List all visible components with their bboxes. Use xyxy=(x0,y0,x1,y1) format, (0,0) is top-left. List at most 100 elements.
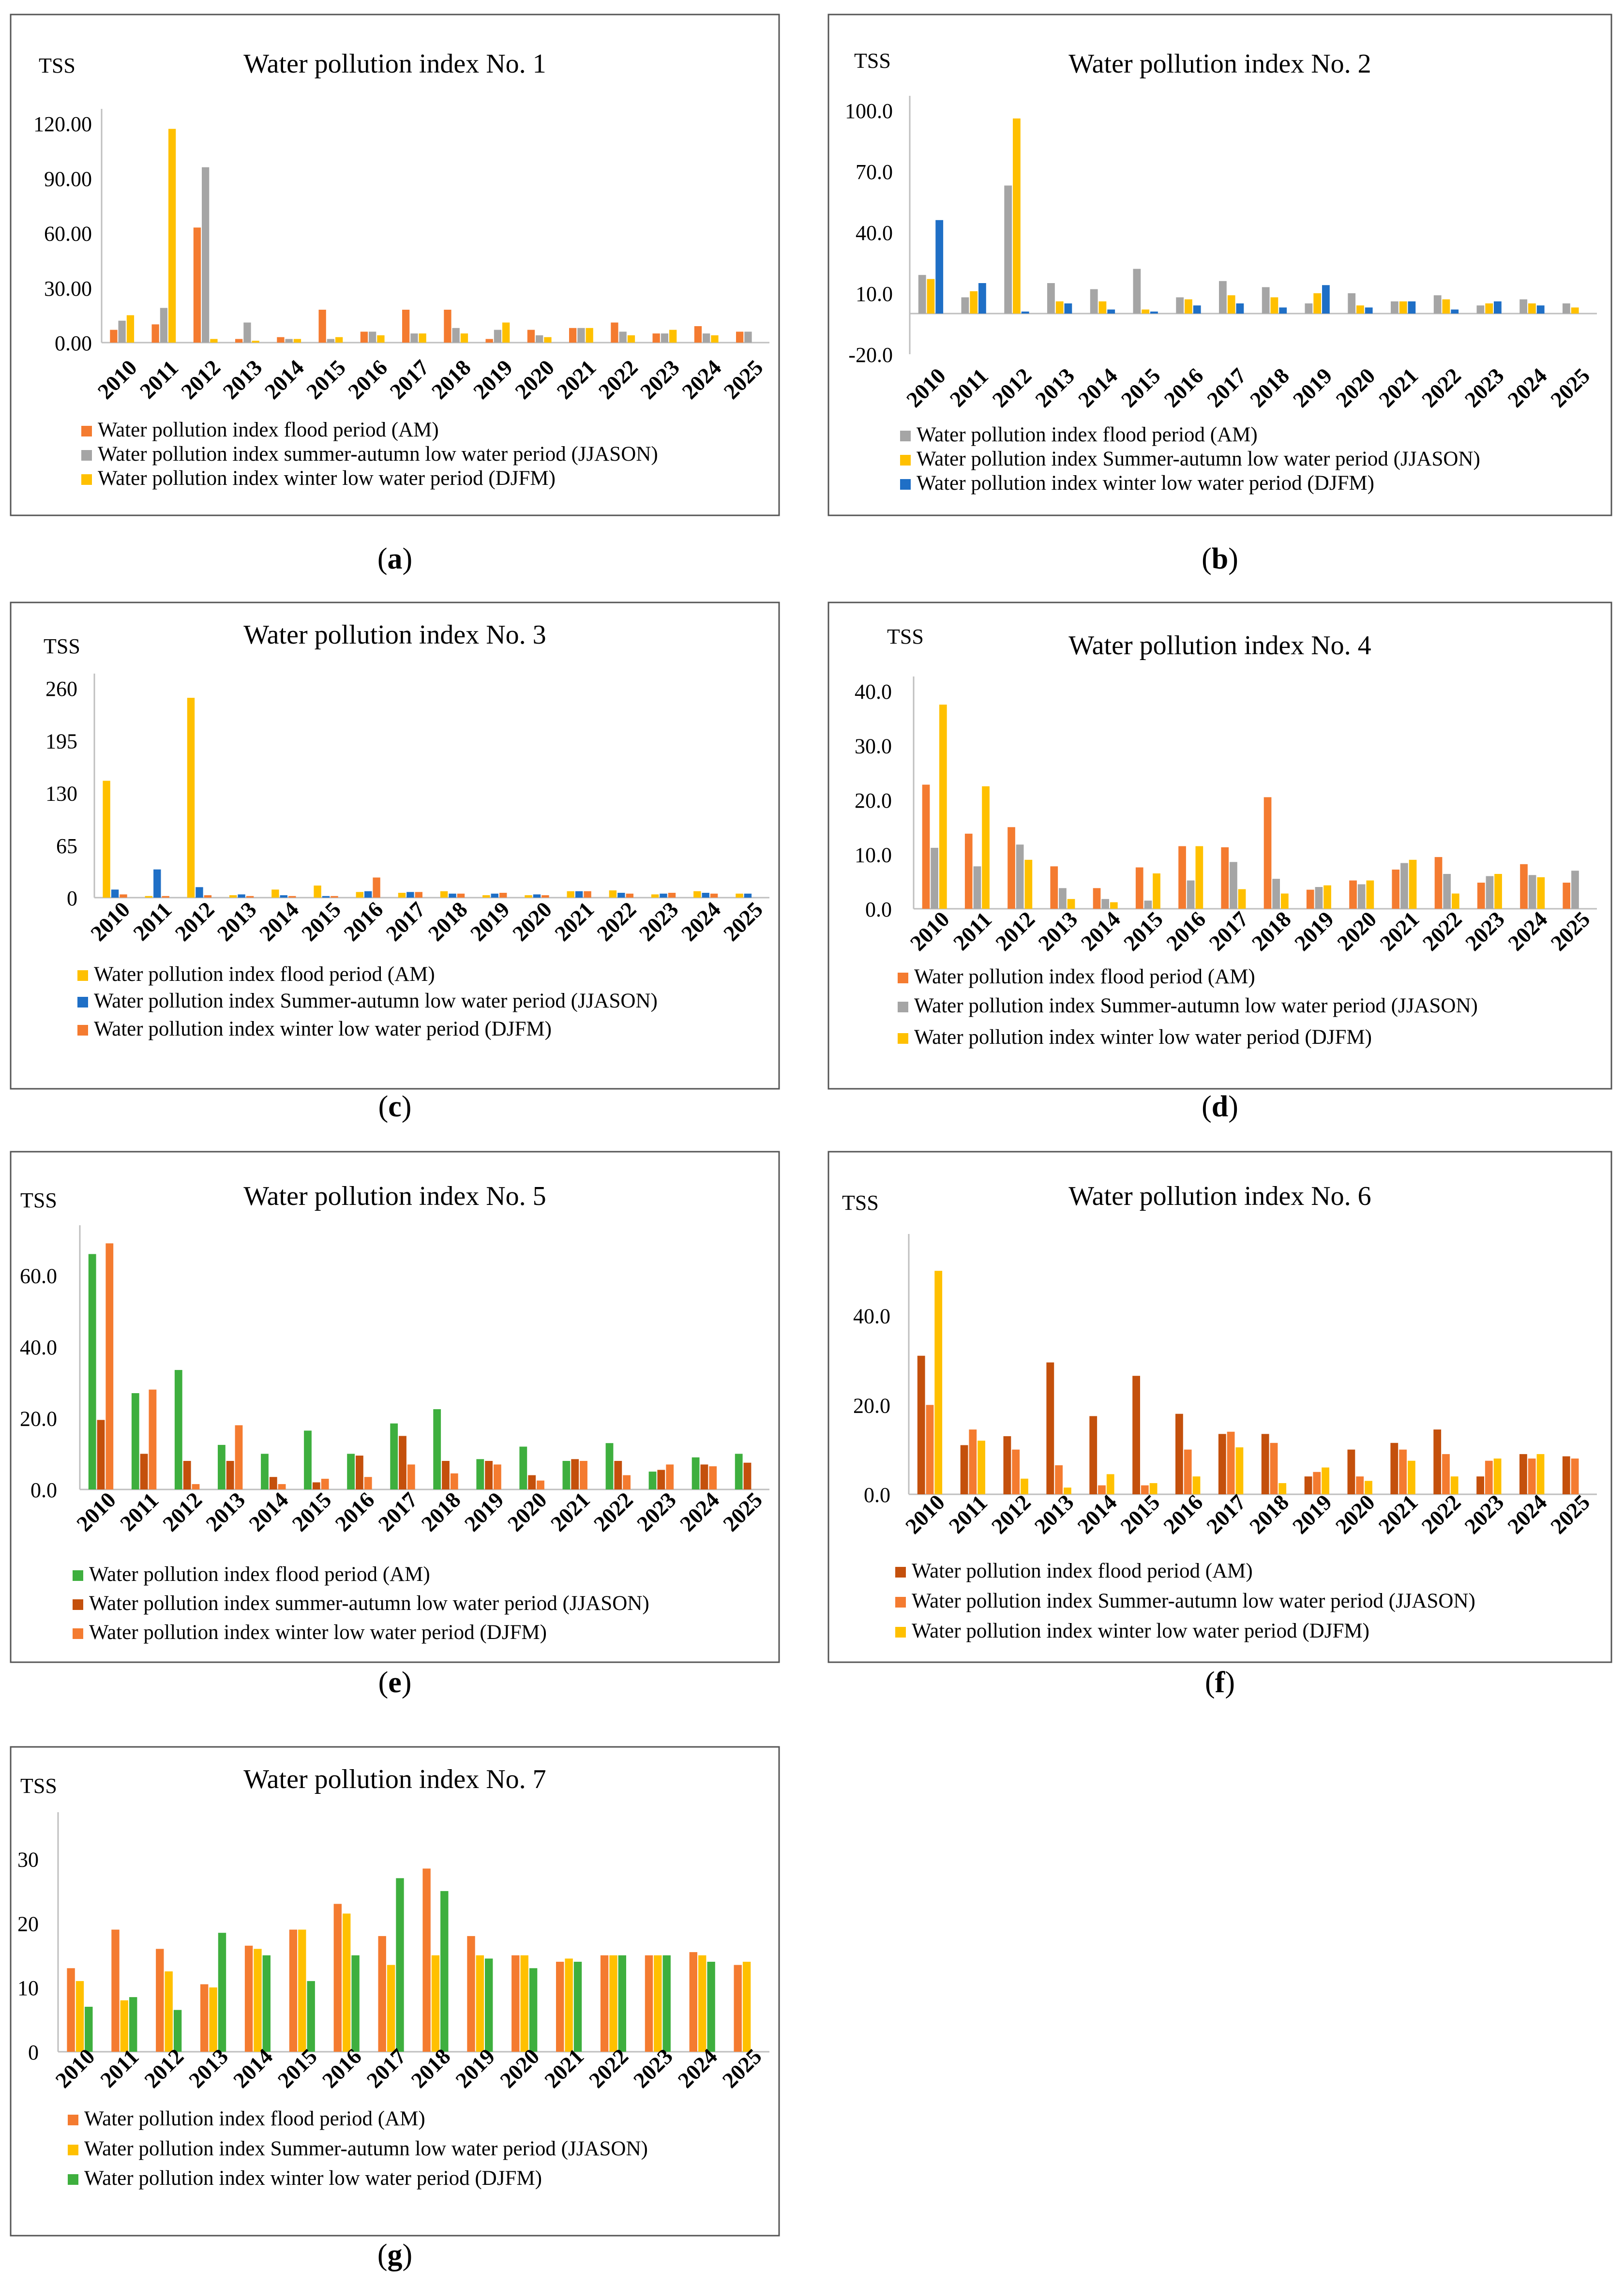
x-tick-label: 2010 xyxy=(86,897,135,946)
chart-title: Water pollution index No. 3 xyxy=(243,620,546,650)
y-axis-label: TSS xyxy=(842,1191,879,1215)
bar xyxy=(173,2010,182,2052)
bar xyxy=(183,1461,191,1489)
bar xyxy=(1230,862,1237,909)
x-tick-label: 2019 xyxy=(1288,363,1337,412)
bar xyxy=(218,1933,226,2052)
y-tick-label: 10.0 xyxy=(855,843,892,867)
bar xyxy=(605,1443,614,1489)
bar xyxy=(333,1904,342,2052)
bar xyxy=(165,1971,173,2052)
bar xyxy=(1176,297,1184,314)
bar xyxy=(396,1878,404,2052)
x-tick-label: 2024 xyxy=(1503,906,1552,955)
panel-caption: (c) xyxy=(378,1090,412,1123)
bar xyxy=(1272,879,1280,909)
bar xyxy=(520,1955,528,2052)
bar xyxy=(525,895,532,898)
bar xyxy=(609,890,617,898)
x-tick-label: 2021 xyxy=(1375,906,1424,955)
bar xyxy=(243,322,251,343)
bar xyxy=(491,893,498,898)
bar xyxy=(1055,301,1064,314)
legend-swatch xyxy=(81,426,92,436)
bar xyxy=(709,1466,717,1489)
panel-frame xyxy=(10,14,780,516)
bar xyxy=(700,1464,708,1489)
x-tick-label: 2017 xyxy=(1204,906,1253,955)
bar xyxy=(529,1968,538,2052)
legend-swatch xyxy=(895,1567,906,1578)
bar xyxy=(571,1459,579,1489)
bar xyxy=(1323,885,1331,909)
x-tick-label: 2023 xyxy=(1460,363,1509,412)
x-tick-label: 2015 xyxy=(1115,1489,1164,1538)
bar xyxy=(145,896,152,898)
bar xyxy=(457,893,465,898)
bar xyxy=(450,1473,458,1489)
bar xyxy=(1365,1481,1372,1494)
bar xyxy=(1090,289,1098,314)
bar xyxy=(1494,874,1502,909)
bar xyxy=(476,1955,484,2052)
x-tick-label: 2020 xyxy=(503,1487,552,1536)
x-tick-label: 2016 xyxy=(330,1487,379,1536)
x-tick-label: 2018 xyxy=(423,897,472,946)
bar xyxy=(1563,883,1571,909)
bar xyxy=(973,866,981,909)
y-tick-label: 30.0 xyxy=(855,735,892,758)
bar xyxy=(88,1254,96,1489)
bar xyxy=(1476,1476,1484,1494)
bar xyxy=(1537,877,1545,909)
chart-panel-3: Water pollution index No. 3 TSS 0 65 130 195 2… xyxy=(10,601,780,1123)
bar xyxy=(482,895,490,898)
bar xyxy=(1046,1362,1054,1494)
bar xyxy=(1528,303,1536,314)
bar xyxy=(619,331,627,343)
x-tick-label: 2016 xyxy=(343,355,392,404)
y-axis-label: TSS xyxy=(887,625,924,648)
x-tick-label: 2016 xyxy=(1158,1489,1207,1538)
x-tick-label: 2011 xyxy=(115,1488,163,1535)
bar xyxy=(744,893,752,898)
bar xyxy=(982,786,990,909)
bar xyxy=(645,1955,653,2052)
bar xyxy=(661,333,669,343)
bar xyxy=(567,891,574,898)
bar xyxy=(1278,1483,1287,1494)
chart-title: Water pollution index No. 6 xyxy=(1068,1181,1371,1211)
x-tick-label: 2020 xyxy=(508,897,556,946)
x-tick-label: 2019 xyxy=(466,897,514,946)
bar xyxy=(1055,1465,1063,1494)
x-tick-label: 2025 xyxy=(719,897,767,946)
x-tick-label: 2025 xyxy=(719,355,767,404)
bar xyxy=(422,1868,431,2052)
bar xyxy=(452,328,460,343)
bar xyxy=(586,328,593,343)
bar xyxy=(1067,899,1075,909)
bar xyxy=(1322,285,1330,314)
bar xyxy=(1408,1460,1415,1494)
bar xyxy=(537,1480,544,1489)
bar xyxy=(502,322,510,343)
bar xyxy=(1106,1474,1114,1494)
legend-entry: Water pollution index winter low water p… xyxy=(914,1026,1372,1049)
bar xyxy=(485,1461,493,1489)
bar xyxy=(669,330,677,343)
x-tick-label: 2018 xyxy=(1245,1489,1293,1538)
bar xyxy=(1485,1460,1493,1494)
x-tick-label: 2014 xyxy=(1073,363,1122,412)
legend-entry: Water pollution index flood period (AM) xyxy=(84,2107,425,2130)
x-tick-label: 2024 xyxy=(675,1487,724,1536)
x-tick-label: 2015 xyxy=(1116,363,1165,412)
bar xyxy=(1238,889,1246,909)
x-tick-label: 2024 xyxy=(677,355,726,404)
bar xyxy=(1313,1472,1321,1494)
bar xyxy=(415,892,422,898)
bar xyxy=(1218,1434,1226,1494)
bar xyxy=(209,1987,217,2052)
bar xyxy=(440,891,448,898)
bar xyxy=(935,220,944,314)
bar xyxy=(577,328,585,343)
x-tick-label: 2010 xyxy=(901,1489,949,1538)
